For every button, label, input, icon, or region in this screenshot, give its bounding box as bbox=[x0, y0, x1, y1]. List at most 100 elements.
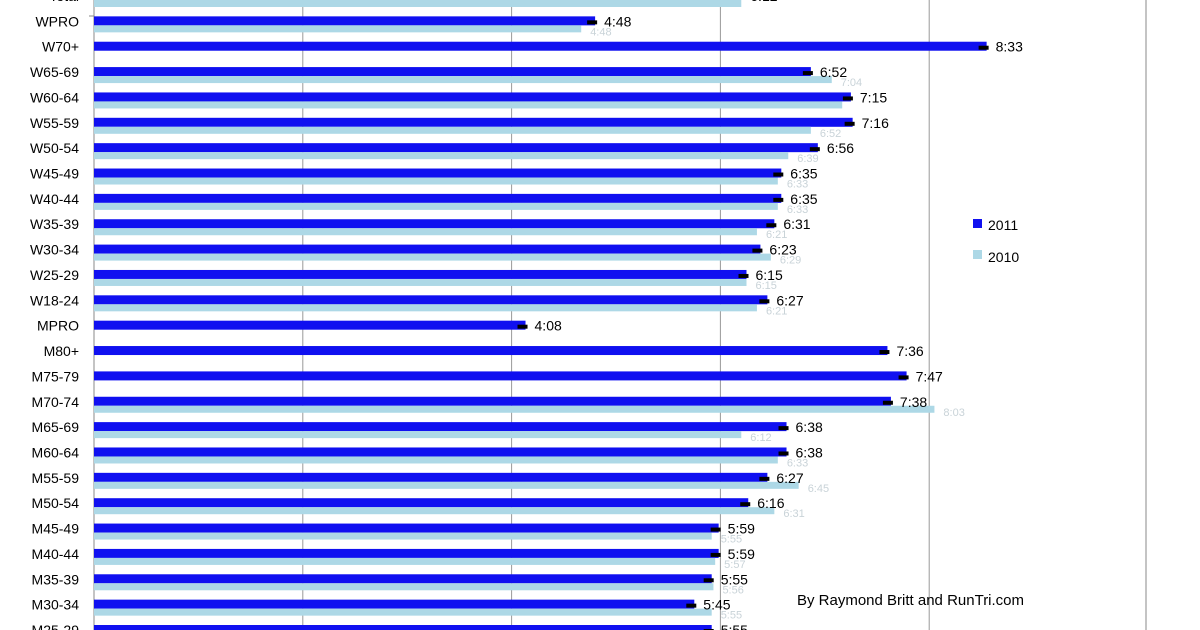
error-bar bbox=[517, 324, 528, 329]
bar-2010 bbox=[94, 228, 757, 236]
bar-2011 bbox=[94, 472, 768, 482]
error-bar bbox=[778, 451, 789, 456]
error-bar bbox=[809, 147, 820, 152]
bar-2011 bbox=[94, 523, 719, 533]
bar-2011 bbox=[94, 168, 782, 178]
bar-2011 bbox=[94, 320, 526, 330]
bar-2011 bbox=[94, 143, 818, 153]
data-label-2011: 6:27 bbox=[776, 292, 803, 308]
category-label: M30-34 bbox=[32, 597, 80, 613]
bar-2011 bbox=[94, 371, 907, 381]
data-label-2010: 6:33 bbox=[787, 179, 808, 191]
category-label: W45-49 bbox=[30, 166, 79, 182]
data-label-2010: 8:03 bbox=[943, 407, 964, 419]
bar-2010 bbox=[94, 25, 582, 33]
bar-2011 bbox=[94, 92, 851, 102]
bar-2010 bbox=[94, 532, 712, 540]
data-label-2010: 6:12 bbox=[750, 432, 771, 444]
bar-2010 bbox=[94, 177, 778, 185]
bar-2010 bbox=[94, 456, 778, 464]
data-label-2011: 4:48 bbox=[604, 13, 631, 29]
category-label: W40-44 bbox=[30, 191, 79, 207]
data-label-2010: 6:21 bbox=[766, 305, 787, 317]
data-label-2011: 6:31 bbox=[783, 216, 810, 232]
bar-2011 bbox=[94, 269, 747, 279]
data-label-2010: 6:21 bbox=[766, 229, 787, 241]
bar-2010 bbox=[94, 557, 716, 565]
category-label: W50-54 bbox=[30, 140, 79, 156]
category-label: W65-69 bbox=[30, 64, 79, 80]
category-label: W55-59 bbox=[30, 115, 79, 131]
data-label-2010: 5:55 bbox=[721, 534, 742, 546]
error-bar bbox=[710, 552, 721, 557]
bar-2010 bbox=[94, 405, 935, 413]
category-label: M65-69 bbox=[32, 419, 80, 435]
error-bar bbox=[710, 527, 721, 532]
bar-2010 bbox=[94, 253, 771, 261]
bar-2010 bbox=[94, 431, 742, 439]
data-label-2011: 5:55 bbox=[721, 622, 748, 630]
data-label-2010: 6:39 bbox=[797, 153, 818, 165]
data-label-2010: 5:56 bbox=[722, 584, 743, 596]
category-label: M70-74 bbox=[32, 394, 80, 410]
error-bar bbox=[778, 426, 789, 431]
error-bar bbox=[882, 400, 893, 405]
legend-label-2011: 2011 bbox=[988, 217, 1018, 233]
error-bar bbox=[738, 273, 749, 278]
data-label-2011: 6:52 bbox=[820, 64, 847, 80]
category-labels: Total WPRO W70+ W65-69 W60-64 W55-59 W50-54 W45… bbox=[30, 0, 79, 630]
category-label: M80+ bbox=[44, 343, 79, 359]
data-label-2011: 7:16 bbox=[862, 115, 889, 131]
data-label-2010: 7:04 bbox=[841, 77, 862, 89]
category-label: W70+ bbox=[42, 39, 79, 55]
data-label-2010: 6:45 bbox=[808, 483, 829, 495]
bar-2010 bbox=[94, 608, 712, 616]
bars bbox=[94, 0, 989, 630]
data-label-2011: 8:33 bbox=[996, 39, 1023, 55]
bar-2011 bbox=[94, 295, 768, 305]
error-bar bbox=[759, 299, 770, 304]
bar-2010 bbox=[94, 507, 775, 515]
error-bar bbox=[766, 223, 777, 228]
error-bar bbox=[703, 578, 714, 583]
bar-2011 bbox=[94, 396, 891, 406]
error-bar bbox=[740, 502, 751, 507]
legend-swatch-2011 bbox=[973, 219, 982, 228]
data-label-2011: 6:56 bbox=[827, 140, 854, 156]
error-bar bbox=[773, 197, 784, 202]
bar-2011 bbox=[94, 599, 695, 609]
data-label-2011: 6:38 bbox=[796, 419, 823, 435]
data-label-2011: 6:23 bbox=[769, 242, 796, 258]
data-label-2011: 5:55 bbox=[721, 571, 748, 587]
category-label: M50-54 bbox=[32, 495, 80, 511]
data-label-2011: 5:45 bbox=[703, 597, 730, 613]
data-label-2010: 6:33 bbox=[787, 457, 808, 469]
data-label-2011: 7:36 bbox=[896, 343, 923, 359]
category-label: MPRO bbox=[37, 318, 79, 334]
error-bar bbox=[898, 375, 909, 380]
error-bar bbox=[773, 172, 784, 177]
data-label-2011: 4:08 bbox=[535, 318, 562, 334]
category-label: M55-59 bbox=[32, 470, 80, 486]
category-label: W18-24 bbox=[30, 292, 79, 308]
error-bar bbox=[978, 45, 989, 50]
bar-2010 bbox=[94, 126, 811, 134]
category-label: W60-64 bbox=[30, 89, 79, 105]
legend-label-2010: 2010 bbox=[988, 249, 1019, 265]
bar-2010 bbox=[94, 481, 799, 489]
category-label: M40-44 bbox=[32, 546, 80, 562]
data-label-2011: 6:35 bbox=[790, 191, 817, 207]
data-labels: 6:124:484:488:336:527:047:157:166:526:56… bbox=[535, 0, 1024, 630]
bar-2010 bbox=[94, 0, 742, 7]
bar-2010 bbox=[94, 101, 843, 109]
data-label-2011: 6:38 bbox=[796, 444, 823, 460]
data-label-2010: 6:31 bbox=[783, 508, 804, 520]
data-label-2010: 4:48 bbox=[590, 26, 611, 38]
bar-2011 bbox=[94, 117, 853, 127]
bar-2011 bbox=[94, 67, 811, 77]
category-label: Total bbox=[49, 0, 79, 4]
data-label-2011: 6:35 bbox=[790, 166, 817, 182]
data-label-2011: 7:38 bbox=[900, 394, 927, 410]
credit-text: By Raymond Britt and RunTri.com bbox=[797, 592, 1024, 609]
category-label: M60-64 bbox=[32, 444, 80, 460]
